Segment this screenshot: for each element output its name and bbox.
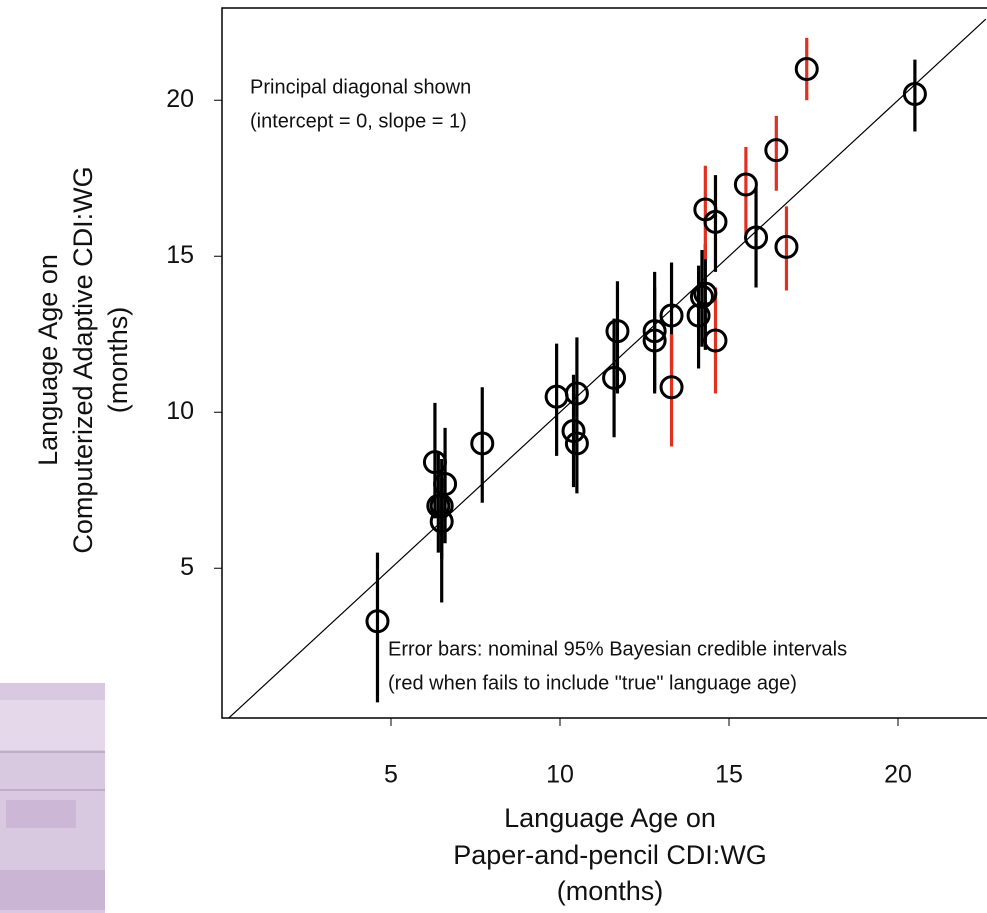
annotation: Error bars: nominal 95% Bayesian credibl… — [388, 638, 847, 660]
point — [733, 172, 758, 197]
point — [602, 365, 627, 390]
point — [659, 303, 684, 328]
annotation: (red when fails to include "true" langua… — [388, 672, 797, 694]
point — [703, 328, 728, 353]
point — [764, 138, 789, 163]
point — [642, 319, 667, 344]
x-tick-label: 10 — [546, 761, 574, 789]
y-axis-label: Computerized Adaptive CDI:WG — [68, 166, 98, 553]
plot-frame — [221, 7, 987, 719]
y-tick-label: 10 — [166, 397, 194, 425]
x-tick-label: 15 — [715, 761, 743, 789]
point — [774, 234, 799, 259]
y-tick-label: 5 — [180, 553, 194, 581]
point — [902, 82, 927, 106]
y-tick-label: 20 — [166, 85, 194, 113]
x-axis-label: Language Age on — [504, 803, 716, 833]
x-tick-label: 20 — [884, 761, 912, 789]
plot-area — [227, 18, 987, 718]
y-axis-label: Language Age on — [33, 254, 63, 466]
point — [642, 328, 667, 353]
point — [422, 450, 447, 475]
x-axis-label: (months) — [557, 876, 664, 906]
point — [365, 609, 390, 634]
point — [689, 284, 714, 309]
point — [564, 431, 589, 456]
point — [686, 303, 711, 328]
annotation: Principal diagonal shown — [250, 76, 471, 98]
point — [429, 509, 454, 534]
point — [561, 418, 586, 443]
point — [744, 225, 769, 250]
annotation: (intercept = 0, slope = 1) — [250, 110, 467, 132]
point — [564, 381, 589, 406]
point — [433, 472, 458, 496]
point — [470, 431, 495, 456]
point — [605, 319, 630, 344]
point — [693, 281, 718, 306]
y-axis-label: (months) — [103, 307, 133, 414]
point — [794, 57, 819, 82]
form-thumbnail — [0, 683, 105, 913]
y-tick-label: 15 — [166, 241, 194, 269]
point — [659, 375, 684, 400]
x-axis-label: Paper-and-pencil CDI:WG — [453, 840, 767, 870]
point — [703, 209, 728, 234]
x-tick-label: 5 — [384, 761, 398, 789]
